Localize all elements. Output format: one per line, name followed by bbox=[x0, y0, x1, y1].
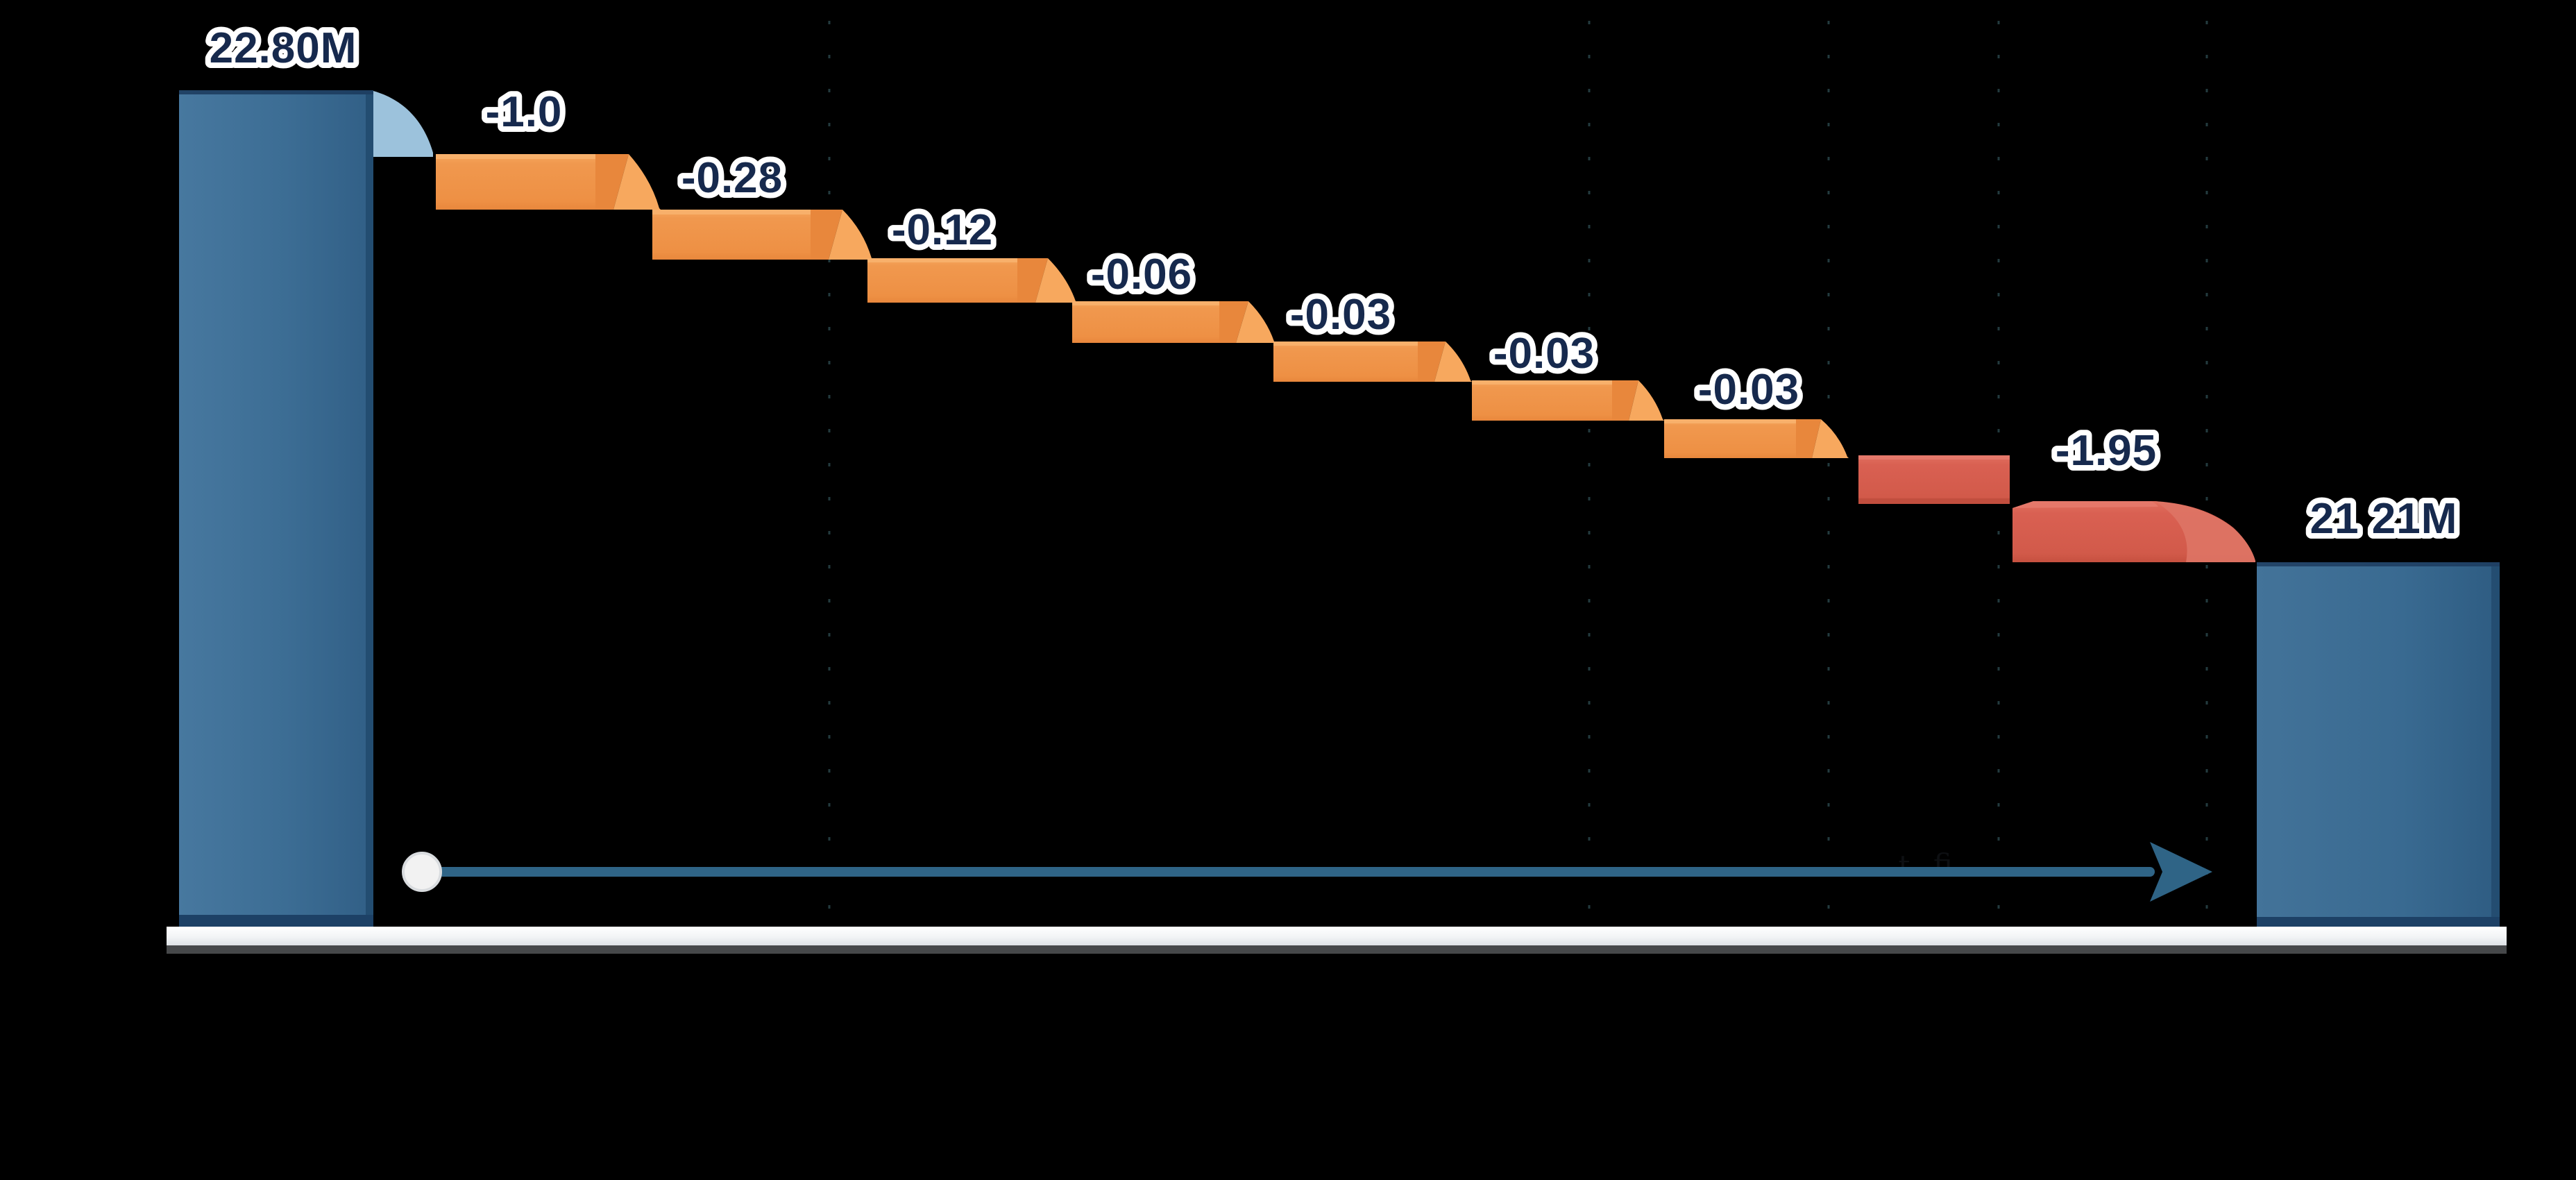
label-step-4: -0.06 bbox=[1091, 251, 1192, 298]
bar-step-1 bbox=[436, 154, 661, 210]
label-step-6: -0.03 bbox=[1493, 330, 1595, 378]
baseline-strip bbox=[167, 927, 2507, 954]
value-labels: 22.80M -1.0 -0.28 -0.12 -0.06 -0.03 -0.0… bbox=[204, 19, 2463, 548]
label-end-value: 21 21M bbox=[2310, 495, 2458, 543]
bar-start bbox=[179, 90, 373, 927]
bar-step-6 bbox=[1472, 380, 1664, 421]
label-step-5: -0.03 bbox=[1290, 291, 1391, 339]
timeline-arrow: t fi bbox=[402, 842, 2212, 902]
bar-step-3 bbox=[867, 258, 1077, 303]
bar-step-5 bbox=[1273, 342, 1472, 382]
label-step-9: -1.95 bbox=[2056, 427, 2157, 475]
label-step-7: -0.03 bbox=[1698, 366, 1799, 414]
arrow-mark-1: t bbox=[1899, 849, 1910, 883]
bar-step-2 bbox=[652, 210, 873, 260]
bar-step-8 bbox=[1858, 455, 2010, 504]
arrowhead-icon bbox=[2150, 842, 2212, 902]
label-step-2: -0.28 bbox=[681, 154, 783, 202]
bar-step-4 bbox=[1072, 301, 1276, 343]
bar-step-9 bbox=[2012, 501, 2255, 562]
label-start-value: 22.80M bbox=[210, 24, 357, 72]
label-step-3: -0.12 bbox=[892, 206, 993, 254]
bar-end bbox=[2257, 562, 2500, 927]
arrow-start-dot bbox=[402, 852, 442, 892]
bar-step-7 bbox=[1664, 419, 1849, 458]
connector-curve bbox=[373, 91, 433, 157]
label-step-1: -1.0 bbox=[486, 88, 563, 136]
